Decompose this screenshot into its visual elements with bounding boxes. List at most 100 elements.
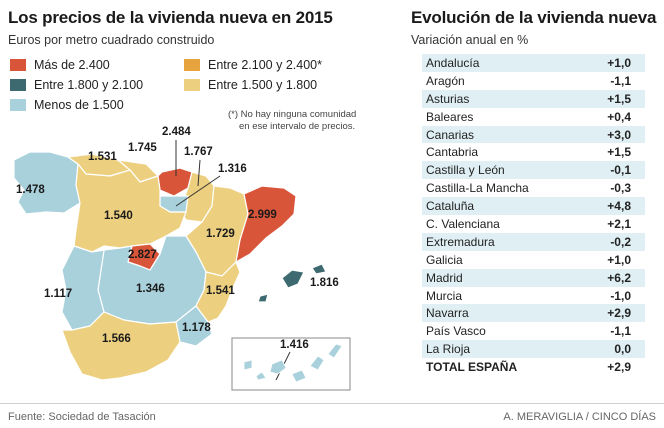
variation-table: Andalucía +1,0 Aragón -1,1 Asturias +1,5 Ba… — [422, 54, 645, 376]
region-cataluna — [235, 185, 297, 263]
row-value: +2,9 — [607, 360, 631, 375]
map-label-valencia: 1.541 — [206, 285, 235, 297]
row-name: Cantabria — [426, 145, 479, 160]
table-row: Galicia +1,0 — [422, 251, 645, 269]
row-value: -0,3 — [610, 181, 631, 196]
region-canarias — [269, 359, 287, 375]
row-name: Andalucía — [422, 54, 571, 72]
table-row: Navarra +2,9 — [422, 304, 645, 323]
region-canarias — [327, 343, 343, 359]
row-name: TOTAL ESPAÑA — [426, 360, 518, 375]
map-label-cantabria: 1.745 — [128, 142, 157, 154]
table-row: Baleares +0,4 — [422, 108, 645, 126]
table-row: País Vasco -1,1 — [422, 322, 645, 340]
table-row: Canarias +3,0 — [422, 125, 645, 144]
row-name: La Rioja — [422, 340, 571, 359]
row-name: Murcia — [426, 288, 463, 303]
row-value: +2,9 — [571, 304, 645, 323]
row-name: Castilla y León — [422, 161, 571, 180]
row-name: Madrid — [422, 268, 571, 287]
table-row: Extremadura -0,2 — [422, 232, 645, 251]
row-name: Asturias — [422, 89, 571, 108]
map-label-canarias: 1.416 — [280, 339, 309, 351]
row-name: Baleares — [426, 109, 474, 124]
row-name: Galicia — [426, 252, 463, 267]
row-value: +3,0 — [571, 125, 645, 144]
legend-swatch — [184, 59, 200, 71]
table-row: Castilla y León -0,1 — [422, 161, 645, 180]
map-label-navarra: 1.767 — [184, 146, 213, 158]
map-label-murcia: 1.178 — [182, 322, 211, 334]
map-label-castilla-leon: 1.540 — [104, 210, 133, 222]
row-value: +4,8 — [571, 197, 645, 216]
row-value: -1,1 — [610, 73, 631, 88]
map-label-pais-vasco: 2.484 — [162, 126, 191, 138]
legend-item-mas-2400: Más de 2.400 — [10, 58, 110, 72]
table-title: Evolución de la vivienda nueva — [411, 8, 657, 27]
spain-map — [13, 151, 351, 391]
table-row: C. Valenciana +2,1 — [422, 215, 645, 233]
legend-item-menos-1500: Menos de 1.500 — [10, 98, 124, 112]
map-label-andalucia: 1.566 — [102, 333, 131, 345]
legend-swatch — [184, 79, 200, 91]
row-value: +6,2 — [571, 268, 645, 287]
map-subtitle: Euros por metro cuadrado construido — [8, 33, 215, 47]
region-galicia — [13, 151, 81, 215]
table-row: Aragón -1,1 — [422, 72, 645, 90]
note-line: (*) No hay ninguna comunidad — [228, 109, 357, 120]
map-label-la-rioja: 1.316 — [218, 163, 247, 175]
row-name: Castilla-La Mancha — [426, 181, 529, 196]
row-value: +1,0 — [607, 252, 631, 267]
region-canarias — [243, 359, 253, 371]
legend-item-2100-2400: Entre 2.100 y 2.400* — [184, 58, 322, 72]
map-title: Los precios de la vivienda nueva en 2015 — [8, 8, 333, 27]
region-canarias — [291, 369, 307, 383]
map-label-baleares: 1.816 — [310, 277, 339, 289]
row-name: Extremadura — [422, 232, 571, 251]
table-row-total: TOTAL ESPAÑA +2,9 — [422, 358, 645, 376]
table-row: Asturias +1,5 — [422, 89, 645, 108]
table-subtitle: Variación anual en % — [411, 33, 529, 47]
table-row: Andalucía +1,0 — [422, 54, 645, 72]
row-value: -1,1 — [610, 324, 631, 339]
region-valencia — [195, 261, 241, 323]
map-label-asturias: 1.531 — [88, 151, 117, 163]
map-label-extremadura: 1.117 — [44, 288, 73, 300]
row-value: -0,2 — [571, 232, 645, 251]
region-baleares — [257, 293, 269, 303]
map-leader-lines — [175, 140, 221, 207]
map-label-cataluna: 2.999 — [248, 209, 277, 221]
map-label-aragon: 1.729 — [206, 228, 235, 240]
table-row: Castilla-La Mancha -0,3 — [422, 179, 645, 197]
note-line: en ese intervalo de precios. — [239, 121, 356, 132]
map-label-madrid: 2.827 — [128, 249, 157, 261]
row-value: +1,5 — [571, 89, 645, 108]
legend-item-1500-1800: Entre 1.500 y 1.800 — [184, 78, 317, 92]
region-baleares — [311, 263, 327, 275]
legend-note: (*) No hay ninguna comunidad en ese inte… — [228, 109, 356, 133]
legend-label: Menos de 1.500 — [34, 98, 124, 112]
map-label-galicia: 1.478 — [16, 184, 45, 196]
region-canarias — [255, 371, 267, 381]
legend-label: Entre 1.500 y 1.800 — [208, 78, 318, 92]
legend-swatch — [10, 99, 26, 111]
row-value: +1,5 — [607, 145, 631, 160]
footer-source: Fuente: Sociedad de Tasación — [8, 411, 156, 423]
row-value: +1,0 — [571, 54, 645, 72]
footer-credit: A. MERAVIGLIA / CINCO DÍAS — [503, 411, 656, 423]
legend-label: Entre 1.800 y 2.100 — [34, 78, 144, 92]
table-row: Cantabria +1,5 — [422, 143, 645, 161]
table-row: Cataluña +4,8 — [422, 197, 645, 216]
row-value: 0,0 — [571, 340, 645, 359]
row-name: Cataluña — [422, 197, 571, 216]
row-value: -1,0 — [610, 288, 631, 303]
legend-label: Entre 2.100 y 2.400* — [208, 58, 322, 72]
table-row: Murcia -1,0 — [422, 287, 645, 305]
legend-swatch — [10, 59, 26, 71]
row-value: +0,4 — [607, 109, 631, 124]
map-label-castilla-la-mancha: 1.346 — [136, 283, 165, 295]
legend-label: Más de 2.400 — [34, 58, 110, 72]
row-name: Canarias — [422, 125, 571, 144]
row-value: -0,1 — [571, 161, 645, 180]
legend-item-1800-2100: Entre 1.800 y 2.100 — [10, 78, 143, 92]
